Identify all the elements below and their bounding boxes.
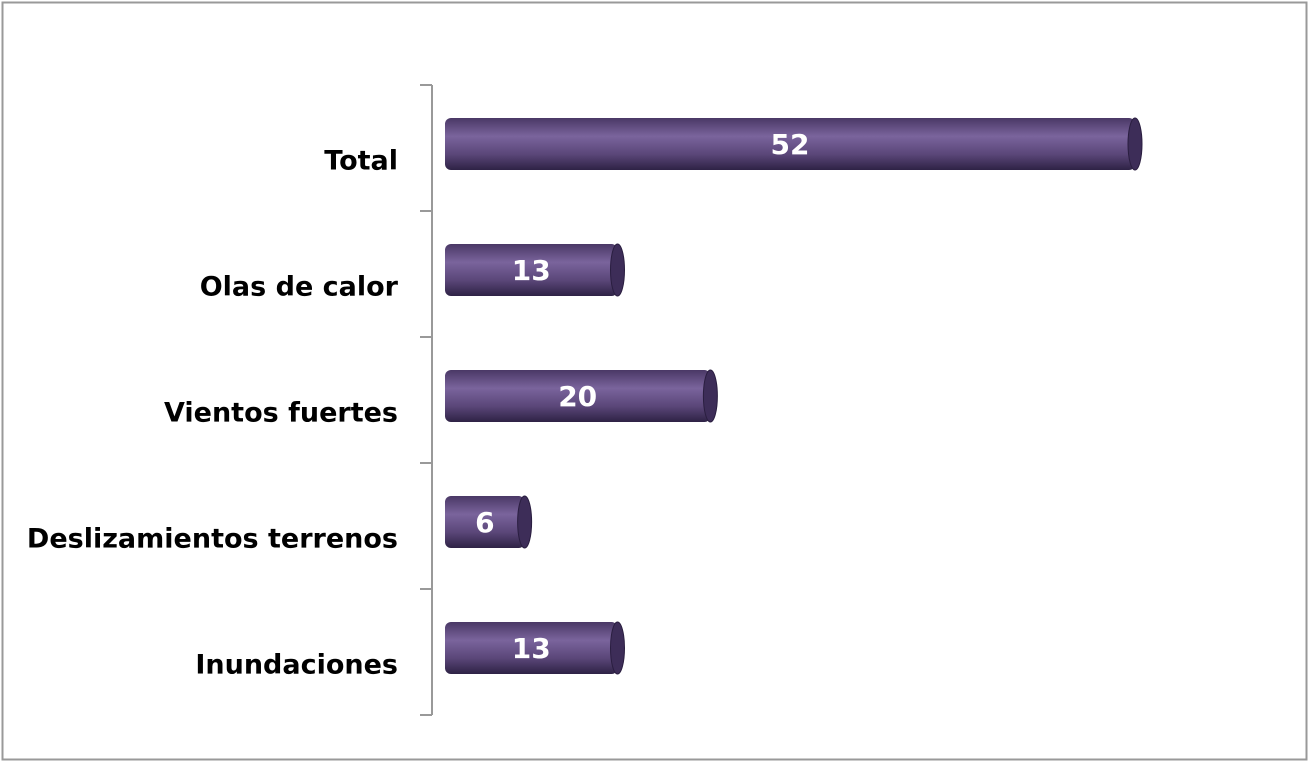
bar-cap xyxy=(610,621,625,675)
data-label: 13 xyxy=(512,632,551,665)
bar-cap xyxy=(1127,117,1143,171)
data-label: 6 xyxy=(475,506,494,539)
y-tick-label: Inundaciones xyxy=(195,650,398,681)
bar-cap xyxy=(517,495,533,549)
data-label: 20 xyxy=(558,380,597,413)
y-tick-label: Deslizamientos terrenos xyxy=(27,524,398,555)
y-tick-label: Vientos fuertes xyxy=(164,398,398,429)
bar-cap xyxy=(610,243,625,297)
y-tick-label: Total xyxy=(324,146,398,177)
data-label: 52 xyxy=(771,128,810,161)
bar xyxy=(445,370,711,422)
bar-cap xyxy=(702,369,718,423)
bar xyxy=(445,118,1135,170)
data-label: 13 xyxy=(512,254,551,287)
y-tick-label: Olas de calor xyxy=(200,272,399,303)
bar xyxy=(445,622,618,674)
bar xyxy=(445,244,618,296)
bar xyxy=(445,496,525,548)
